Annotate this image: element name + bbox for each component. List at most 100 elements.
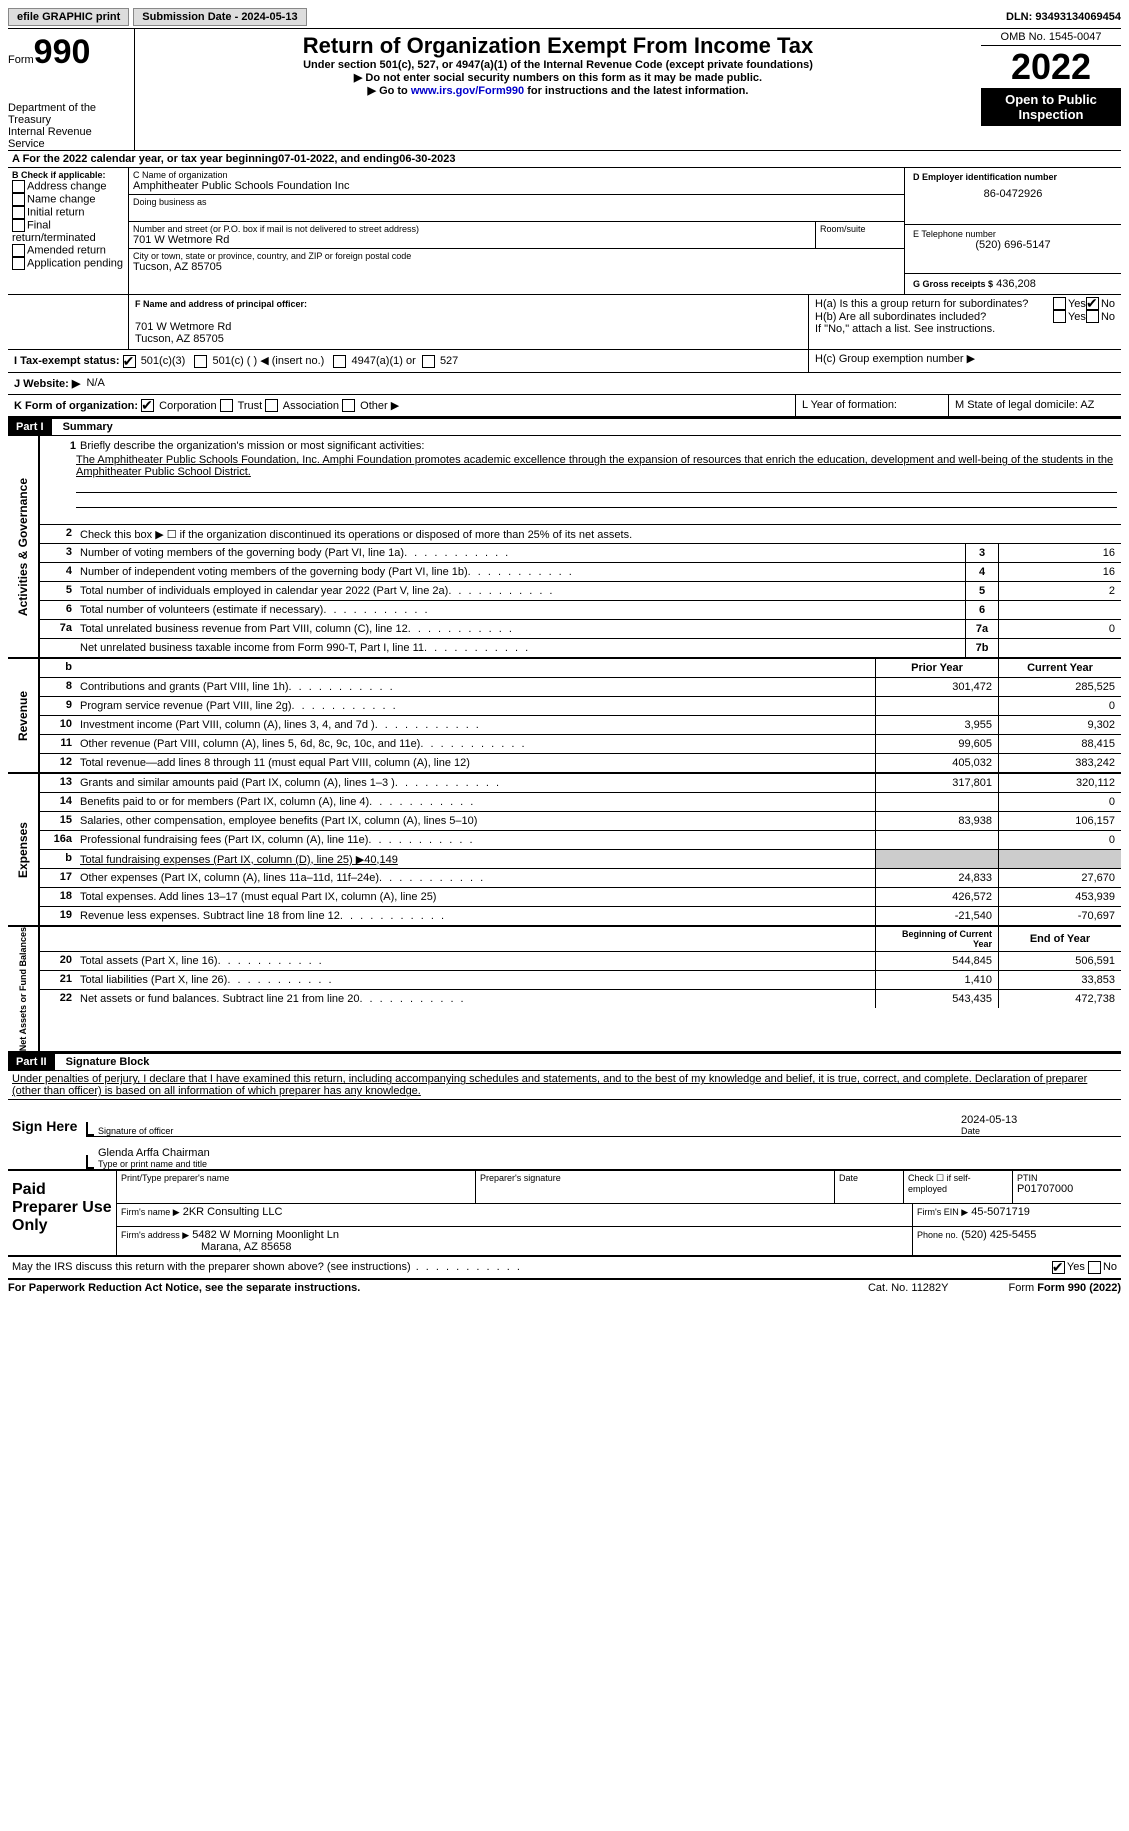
line13-py: 317,801 bbox=[875, 774, 998, 792]
gross-label: G Gross receipts $ bbox=[913, 279, 993, 289]
line20-py: 544,845 bbox=[875, 952, 998, 970]
top-bar: efile GRAPHIC print Submission Date - 20… bbox=[8, 8, 1121, 29]
firm-addr-label: Firm's address ▶ bbox=[121, 1230, 189, 1240]
part2-header: Part II Signature Block bbox=[8, 1053, 1121, 1071]
initial-return-label: Initial return bbox=[27, 206, 84, 218]
addr-change-checkbox[interactable] bbox=[12, 180, 25, 193]
ptin-label: PTIN bbox=[1017, 1173, 1117, 1183]
state-domicile: M State of legal domicile: AZ bbox=[948, 395, 1121, 417]
subtitle-1: Under section 501(c), 527, or 4947(a)(1)… bbox=[143, 59, 973, 71]
line13: Grants and similar amounts paid (Part IX… bbox=[76, 774, 875, 792]
other-label: Other ▶ bbox=[360, 400, 399, 412]
line22-py: 543,435 bbox=[875, 990, 998, 1008]
subtitle-2: ▶ Do not enter social security numbers o… bbox=[143, 71, 973, 84]
hb-no-label: No bbox=[1101, 311, 1115, 323]
discuss-label: May the IRS discuss this return with the… bbox=[12, 1261, 522, 1274]
ptin: P01707000 bbox=[1017, 1183, 1117, 1195]
assoc-checkbox[interactable] bbox=[265, 399, 278, 412]
firm-name: 2KR Consulting LLC bbox=[183, 1206, 283, 1218]
line11: Other revenue (Part VIII, column (A), li… bbox=[76, 735, 875, 753]
dba-label: Doing business as bbox=[133, 197, 900, 207]
discuss-yes-checkbox[interactable] bbox=[1052, 1261, 1065, 1274]
form-footer: Form Form 990 (2022) bbox=[1009, 1282, 1122, 1294]
line22: Net assets or fund balances. Subtract li… bbox=[76, 990, 875, 1008]
501c-checkbox[interactable] bbox=[194, 355, 207, 368]
submission-date: Submission Date - 2024-05-13 bbox=[133, 8, 306, 26]
pp-name-label: Print/Type preparer's name bbox=[117, 1171, 475, 1203]
phone-label: E Telephone number bbox=[913, 229, 1113, 239]
line7b-val bbox=[998, 639, 1121, 657]
dept-treasury: Department of the Treasury bbox=[8, 102, 128, 126]
period-row: A For the 2022 calendar year, or tax yea… bbox=[8, 151, 1121, 168]
period-begin: 07-01-2022 bbox=[278, 153, 334, 165]
line7a: Total unrelated business revenue from Pa… bbox=[76, 620, 965, 638]
ha-yes-checkbox[interactable] bbox=[1053, 297, 1066, 310]
line7a-val: 0 bbox=[998, 620, 1121, 638]
line16b-cy bbox=[998, 850, 1121, 868]
hb-no-checkbox[interactable] bbox=[1086, 310, 1099, 323]
line8-py: 301,472 bbox=[875, 678, 998, 696]
paid-preparer-block: Paid Preparer Use Only Print/Type prepar… bbox=[8, 1171, 1121, 1257]
line13-cy: 320,112 bbox=[998, 774, 1121, 792]
501c3-label: 501(c)(3) bbox=[141, 355, 186, 367]
line12: Total revenue—add lines 8 through 11 (mu… bbox=[76, 754, 875, 772]
firm-addr1: 5482 W Morning Moonlight Ln bbox=[192, 1229, 339, 1241]
app-pending-checkbox[interactable] bbox=[12, 257, 25, 270]
sig-officer-label: Signature of officer bbox=[98, 1126, 961, 1136]
tax-status-label: I Tax-exempt status: bbox=[14, 355, 120, 367]
revenue-section: Revenue bPrior YearCurrent Year 8Contrib… bbox=[8, 659, 1121, 774]
line18-py: 426,572 bbox=[875, 888, 998, 906]
line2: Check this box ▶ ☐ if the organization d… bbox=[76, 525, 1121, 543]
501c3-checkbox[interactable] bbox=[123, 355, 136, 368]
tax-status-row: I Tax-exempt status: 501(c)(3) 501(c) ( … bbox=[8, 350, 1121, 373]
pp-sig-label: Preparer's signature bbox=[475, 1171, 834, 1203]
line19-py: -21,540 bbox=[875, 907, 998, 925]
firm-ein: 45-5071719 bbox=[971, 1206, 1030, 1218]
date-label: Date bbox=[961, 1126, 1121, 1136]
activities-label: Activities & Governance bbox=[16, 478, 30, 616]
discuss-row: May the IRS discuss this return with the… bbox=[8, 1257, 1121, 1280]
name-change-checkbox[interactable] bbox=[12, 193, 25, 206]
pp-date-label: Date bbox=[834, 1171, 903, 1203]
trust-checkbox[interactable] bbox=[220, 399, 233, 412]
527-checkbox[interactable] bbox=[422, 355, 435, 368]
line16a-py bbox=[875, 831, 998, 849]
org-form-row: K Form of organization: Corporation Trus… bbox=[8, 395, 1121, 418]
paid-preparer-label: Paid Preparer Use Only bbox=[8, 1171, 116, 1255]
line16b: Total fundraising expenses (Part IX, col… bbox=[76, 850, 875, 868]
line1-label: Briefly describe the organization's miss… bbox=[80, 440, 424, 452]
amended-checkbox[interactable] bbox=[12, 244, 25, 257]
line3-val: 16 bbox=[998, 544, 1121, 562]
efile-button[interactable]: efile GRAPHIC print bbox=[8, 8, 129, 26]
initial-return-checkbox[interactable] bbox=[12, 206, 25, 219]
entity-block: B Check if applicable: Address change Na… bbox=[8, 168, 1121, 295]
final-return-checkbox[interactable] bbox=[12, 219, 25, 232]
line10-py: 3,955 bbox=[875, 716, 998, 734]
hc-label: H(c) Group exemption number ▶ bbox=[808, 350, 1121, 372]
ha-no-checkbox[interactable] bbox=[1086, 297, 1099, 310]
form-number: 990 bbox=[34, 33, 91, 71]
line17-cy: 27,670 bbox=[998, 869, 1121, 887]
4947-checkbox[interactable] bbox=[333, 355, 346, 368]
trust-label: Trust bbox=[238, 400, 263, 412]
discuss-yes-label: Yes bbox=[1067, 1261, 1085, 1274]
discuss-no-checkbox[interactable] bbox=[1088, 1261, 1101, 1274]
eoy-hdr: End of Year bbox=[998, 927, 1121, 951]
revenue-label: Revenue bbox=[16, 691, 30, 741]
activities-section: Activities & Governance 1Briefly describ… bbox=[8, 436, 1121, 659]
mission-text: The Amphitheater Public Schools Foundati… bbox=[44, 454, 1117, 478]
part2-label: Part II bbox=[8, 1054, 55, 1070]
line4-val: 16 bbox=[998, 563, 1121, 581]
part1-header: Part I Summary bbox=[8, 417, 1121, 436]
line10: Investment income (Part VIII, column (A)… bbox=[76, 716, 875, 734]
cat-no: Cat. No. 11282Y bbox=[868, 1282, 949, 1294]
corp-checkbox[interactable] bbox=[141, 399, 154, 412]
line19: Revenue less expenses. Subtract line 18 … bbox=[76, 907, 875, 925]
other-checkbox[interactable] bbox=[342, 399, 355, 412]
period-mid: , and ending bbox=[334, 153, 399, 165]
org-name: Amphitheater Public Schools Foundation I… bbox=[133, 180, 900, 192]
subtitle-3: ▶ Go to www.irs.gov/Form990 for instruct… bbox=[143, 84, 973, 97]
hb-yes-checkbox[interactable] bbox=[1053, 310, 1066, 323]
line15-py: 83,938 bbox=[875, 812, 998, 830]
irs-link[interactable]: www.irs.gov/Form990 bbox=[411, 85, 524, 97]
